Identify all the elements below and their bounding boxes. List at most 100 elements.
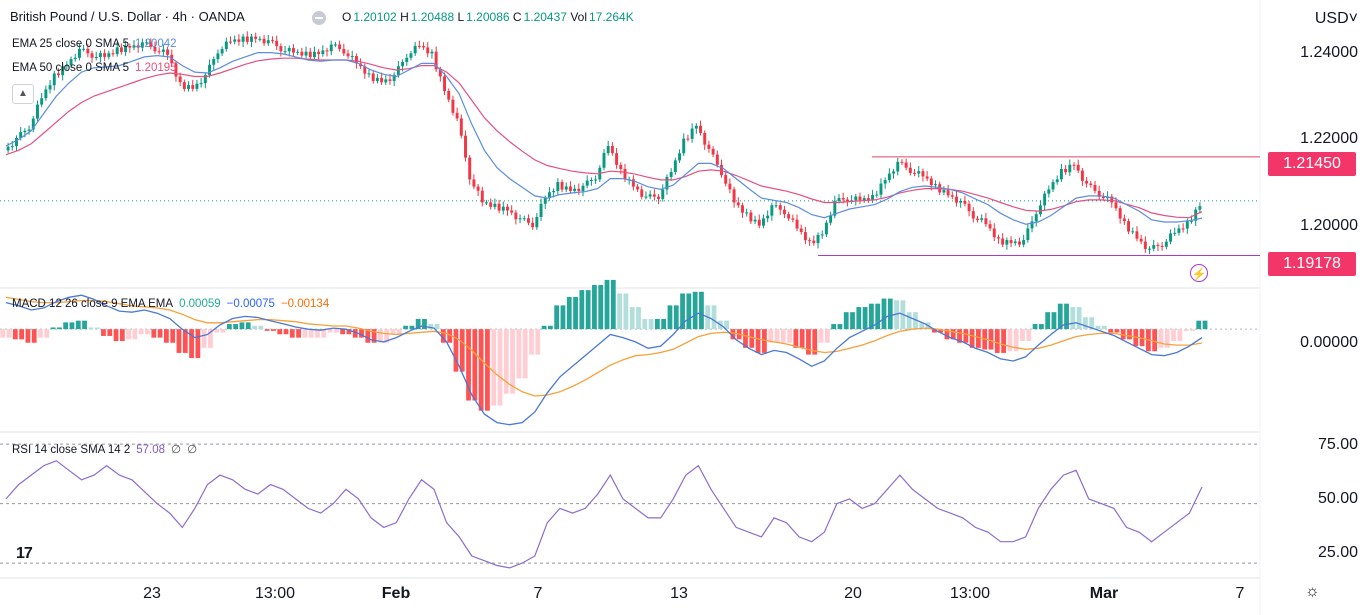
ema50-line — [5, 57, 1203, 219]
candle-body — [48, 85, 52, 90]
macd-histogram-bar — [887, 298, 893, 330]
candle-body — [417, 45, 421, 47]
macd-histogram-bar — [824, 329, 830, 343]
time-tick-13: 13 — [670, 585, 688, 602]
macd-signal-line — [5, 296, 1203, 397]
macd-histogram-bar — [1190, 329, 1195, 331]
macd-legend[interactable]: MACD 12 26 close 9 EMA EMA 0.00059 −0.0007… — [12, 298, 329, 310]
candle-body — [98, 53, 102, 57]
candle-body — [573, 188, 577, 191]
settings-sun-icon[interactable]: ☼ — [1305, 583, 1320, 600]
candle-body — [241, 36, 245, 42]
macd-histogram-bar — [950, 329, 956, 340]
candle-body — [1198, 206, 1202, 210]
candle-body — [1185, 221, 1189, 229]
candle-body — [963, 200, 967, 204]
macd-line — [5, 294, 1203, 426]
candle-body — [594, 179, 598, 181]
time-tick-1300-b: 13:00 — [949, 585, 991, 602]
candle-body — [1118, 208, 1122, 219]
candle-body — [547, 192, 551, 199]
time-tick-20: 20 — [844, 585, 862, 602]
candle-body — [1068, 164, 1072, 173]
macd-histogram-bar — [623, 293, 629, 330]
candle-body — [707, 144, 711, 149]
rsi-tick-25: 25.00 — [1317, 544, 1358, 561]
candle-body — [694, 125, 698, 129]
macd-histogram-bar — [761, 329, 767, 353]
macd-histogram-bar — [850, 312, 855, 330]
candle-body — [673, 160, 677, 173]
candle-body — [787, 214, 791, 219]
volume-key: Vol — [570, 10, 587, 24]
macd-histogram-bar — [1013, 329, 1019, 352]
candle-body — [1173, 232, 1177, 234]
candle-body — [149, 42, 153, 47]
candle-body — [6, 146, 10, 151]
macd-zero-tick: 0.00000 — [1300, 334, 1358, 351]
candle-body — [90, 53, 94, 58]
candle-body — [1139, 238, 1143, 242]
macd-histogram-bar — [1045, 312, 1051, 330]
candle-body — [1177, 228, 1181, 233]
candle-body — [254, 36, 258, 39]
macd-histogram-bar — [1007, 329, 1013, 352]
candle-body — [36, 104, 39, 119]
currency-selector[interactable]: USD˅ — [1315, 10, 1358, 28]
candle-body — [791, 218, 795, 220]
macd-histogram-bar — [774, 329, 780, 343]
candle-body — [451, 99, 455, 113]
macd-histogram-bar — [333, 329, 339, 333]
candle-body — [535, 217, 539, 228]
candle-body — [455, 112, 459, 119]
rsi-value: 57.08 — [136, 444, 166, 456]
ohlc-close-value: 1.20437 — [523, 10, 567, 24]
ema50-value: 1.20195 — [134, 62, 177, 74]
candle-body — [980, 218, 984, 220]
time-tick-1300-a: 13:00 — [254, 585, 296, 602]
macd-histogram-bar — [107, 329, 113, 336]
candle-body — [988, 224, 992, 229]
candle-body — [803, 232, 807, 241]
candle-body — [493, 203, 497, 207]
macd-histogram-bar — [793, 329, 799, 348]
macd-histogram-bar — [485, 329, 490, 411]
candle-body — [312, 51, 316, 58]
macd-histogram-bar — [988, 329, 994, 350]
macd-histogram-bar — [541, 325, 547, 330]
candle-body — [342, 48, 346, 54]
macd-histogram-bar — [447, 329, 453, 343]
rsi-line — [5, 460, 1203, 569]
candle-body — [510, 210, 514, 213]
candle-body — [283, 51, 287, 53]
candle-body — [476, 186, 480, 191]
candle-body — [1169, 233, 1172, 242]
rsi-sma-value: ∅ — [171, 444, 182, 456]
candle-body — [820, 234, 824, 236]
ema25-legend[interactable]: EMA 25 close 0 SMA 5 1.20042 — [12, 38, 177, 50]
candle-body — [636, 186, 640, 190]
candle-body — [1034, 214, 1038, 222]
candle-body — [992, 228, 996, 238]
candle-body — [1093, 184, 1097, 191]
ema50-legend[interactable]: EMA 50 close 0 SMA 5 1.20195 — [12, 62, 177, 74]
ohlc-low-value: 1.20086 — [466, 10, 510, 24]
candle-body — [27, 129, 31, 131]
rsi-legend[interactable]: RSI 14 close SMA 14 2 57.08 ∅ ∅ — [12, 442, 197, 456]
candle-body — [1051, 182, 1055, 190]
macd-histogram-bar — [812, 329, 818, 355]
candle-body — [1181, 228, 1185, 230]
minus-icon[interactable] — [312, 11, 326, 25]
macd-histogram-bar — [547, 325, 553, 330]
macd-histogram-bar — [340, 329, 346, 335]
candle-body — [833, 200, 837, 216]
candle-body — [1055, 179, 1059, 183]
macd-histogram-bar — [214, 329, 220, 333]
candle-body — [438, 69, 442, 77]
macd-histogram-bar — [1026, 329, 1032, 342]
symbol-title[interactable]: British Pound / U.S. Dollar · 4h · OANDA — [10, 9, 245, 24]
collapse-legend-icon[interactable]: ▲ — [12, 84, 34, 104]
macd-histogram-bar — [592, 284, 597, 330]
lightning-icon[interactable]: ⚡ — [1190, 264, 1208, 282]
